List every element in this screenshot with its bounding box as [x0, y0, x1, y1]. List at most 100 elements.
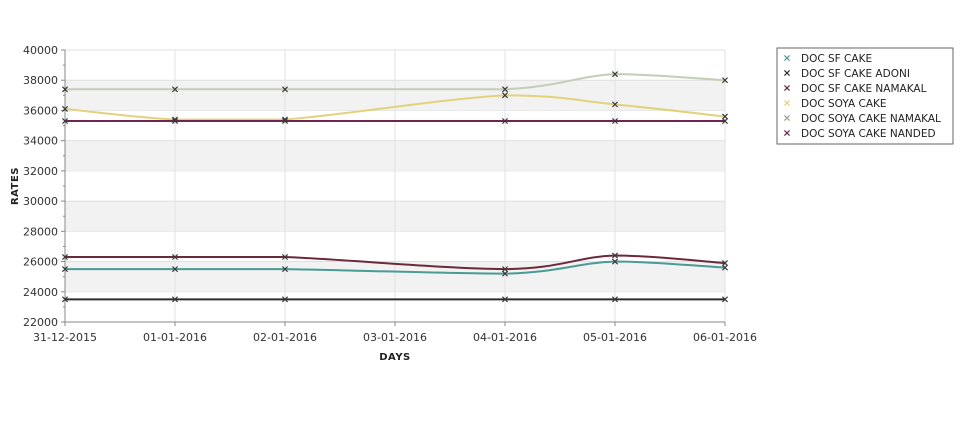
data-point	[281, 253, 289, 261]
data-point	[611, 258, 619, 265]
data-point	[501, 266, 509, 273]
y-tick-label: 38000	[23, 74, 58, 87]
marker-stroke	[281, 116, 289, 123]
y-tick-label: 26000	[23, 256, 58, 269]
legend: DOC SF CAKE DOC SF CAKE ADONI DOC SF CAKE …	[776, 47, 954, 145]
data-point	[61, 253, 69, 261]
legend-swatch-icon	[783, 69, 791, 77]
x-tick-label: 06-01-2016	[693, 331, 757, 344]
data-point	[61, 86, 69, 93]
marker-stroke	[171, 253, 179, 261]
y-tick-label: 40000	[23, 44, 58, 57]
series-line	[64, 94, 726, 121]
marker-stroke	[783, 129, 791, 137]
series-points	[61, 71, 729, 303]
data-point	[611, 296, 619, 303]
legend-label: DOC SF CAKE ADONI	[801, 68, 910, 80]
x-tick-label: 04-01-2016	[473, 331, 537, 344]
marker-stroke	[721, 264, 729, 271]
y-tick-label: 24000	[23, 286, 58, 299]
marker-stroke	[721, 296, 729, 303]
legend-item: DOC SF CAKE ADONI	[783, 68, 910, 80]
data-point	[501, 92, 509, 99]
data-point	[171, 86, 179, 93]
series-line	[65, 260, 726, 275]
marker-stroke	[501, 92, 509, 99]
marker-stroke	[171, 266, 179, 273]
data-point	[61, 296, 69, 303]
marker-stroke	[783, 69, 791, 77]
marker-stroke	[611, 71, 619, 78]
marker-stroke	[281, 296, 289, 303]
data-point	[501, 117, 509, 125]
data-point	[281, 86, 289, 93]
marker-stroke	[61, 105, 69, 112]
marker-stroke	[721, 260, 729, 267]
x-tick-label: 01-01-2016	[143, 331, 207, 344]
data-point	[721, 264, 729, 271]
y-tick-label: 34000	[23, 135, 58, 148]
legend-label: DOC SOYA CAKE NAMAKAL	[801, 113, 941, 125]
data-point	[611, 101, 619, 108]
marker-stroke	[171, 86, 179, 93]
series-lines	[64, 73, 726, 301]
marker-stroke	[171, 117, 179, 125]
data-point	[281, 296, 289, 303]
marker-stroke	[171, 116, 179, 123]
legend-label: DOC SOYA CAKE	[801, 98, 887, 110]
legend-item: DOC SF CAKE NAMAKAL	[783, 83, 927, 95]
marker-stroke	[721, 113, 729, 120]
marker-stroke	[501, 117, 509, 125]
data-point	[61, 105, 69, 112]
data-point	[281, 117, 289, 125]
legend-label: DOC SOYA CAKE NANDED	[801, 128, 936, 140]
marker-stroke	[281, 117, 289, 125]
marker-stroke	[783, 84, 791, 92]
series-line	[65, 73, 726, 91]
data-point	[171, 253, 179, 261]
legend-swatch-icon	[783, 54, 791, 62]
series-line	[65, 254, 726, 271]
data-point	[501, 86, 509, 93]
data-point	[611, 252, 619, 259]
marker-stroke	[611, 252, 619, 259]
legend-swatch-icon	[783, 99, 791, 107]
marker-stroke	[61, 117, 69, 125]
marker-stroke	[61, 86, 69, 93]
legend-item: DOC SOYA CAKE NANDED	[783, 128, 936, 140]
legend-item: DOC SOYA CAKE NAMAKAL	[783, 113, 941, 125]
data-point	[171, 266, 179, 273]
marker-stroke	[281, 86, 289, 93]
data-point	[61, 266, 69, 273]
data-point	[721, 260, 729, 267]
y-axis-ticks: 22000 24000 26000 28000 30000 32000 34000 36000…	[23, 44, 65, 329]
data-point	[171, 116, 179, 123]
marker-stroke	[783, 114, 791, 122]
data-point	[721, 77, 729, 84]
legend-item: DOC SF CAKE	[783, 53, 872, 65]
marker-stroke	[721, 117, 729, 125]
y-tick-label: 32000	[23, 165, 58, 178]
data-point	[721, 117, 729, 125]
x-tick-label: 03-01-2016	[363, 331, 427, 344]
marker-stroke	[501, 266, 509, 273]
y-tick-label: 30000	[23, 195, 58, 208]
x-tick-label: 02-01-2016	[253, 331, 317, 344]
y-tick-label: 28000	[23, 225, 58, 238]
data-point	[501, 296, 509, 303]
legend-swatch-icon	[783, 84, 791, 92]
marker-stroke	[61, 253, 69, 261]
marker-stroke	[611, 117, 619, 125]
y-tick-label: 36000	[23, 104, 58, 117]
data-point	[61, 117, 69, 125]
legend-item: DOC SOYA CAKE	[783, 98, 887, 110]
marker-stroke	[281, 266, 289, 273]
data-point	[721, 296, 729, 303]
legend-label: DOC SF CAKE NAMAKAL	[801, 83, 927, 95]
marker-stroke	[783, 99, 791, 107]
marker-stroke	[721, 77, 729, 84]
legend-swatch-icon	[783, 129, 791, 137]
data-point	[611, 117, 619, 125]
data-point	[281, 266, 289, 273]
